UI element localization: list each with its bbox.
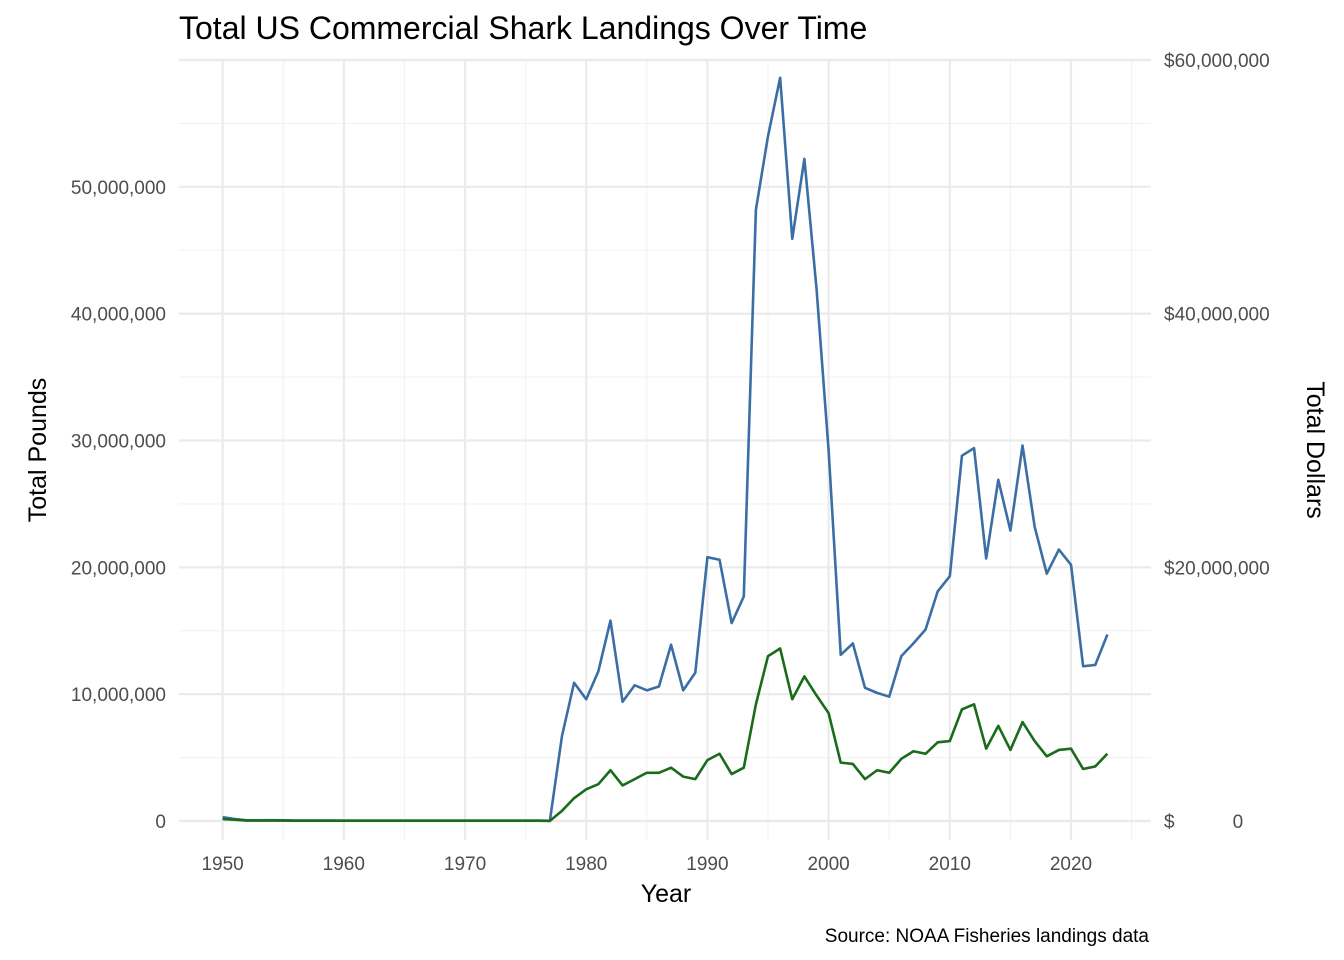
x-tick-label: 1950 (201, 854, 243, 875)
y-axis-title-right: Total Dollars (1301, 381, 1329, 519)
y-axis-right-tick-labels: $ 0 $20,000,000 $40,000,000 $60,000,000 (1164, 51, 1270, 833)
y-tick-label-right: $60,000,000 (1164, 51, 1270, 72)
y-tick-label-left: 0 (155, 812, 166, 833)
x-tick-label: 2020 (1050, 854, 1092, 875)
y-tick-label-left: 20,000,000 (71, 558, 166, 579)
x-tick-label: 2010 (929, 854, 971, 875)
series-line-dollars (222, 647, 1109, 823)
x-tick-label: 1980 (565, 854, 607, 875)
y-tick-label-right: $20,000,000 (1164, 558, 1270, 579)
chart-title: Total US Commercial Shark Landings Over … (179, 10, 867, 46)
y-tick-label-left: 50,000,000 (71, 178, 166, 199)
y-tick-label-right: $ 0 (1164, 812, 1243, 833)
x-tick-label: 1960 (323, 854, 365, 875)
x-axis-title: Year (641, 880, 692, 908)
major-gridlines (179, 58, 1151, 840)
minor-gridlines (179, 60, 1151, 840)
x-tick-label: 1990 (686, 854, 728, 875)
y-tick-label-left: 40,000,000 (71, 305, 166, 326)
y-tick-label-left: 30,000,000 (71, 431, 166, 452)
y-axis-title-left: Total Pounds (24, 378, 52, 523)
chart-caption: Source: NOAA Fisheries landings data (825, 926, 1150, 947)
y-tick-label-right: $40,000,000 (1164, 305, 1270, 326)
y-axis-left-tick-labels: 0 10,000,000 20,000,000 30,000,000 40,000,00… (71, 178, 166, 833)
x-tick-label: 1970 (444, 854, 486, 875)
series-lines (222, 76, 1109, 823)
x-tick-label: 2000 (807, 854, 849, 875)
y-tick-label-left: 10,000,000 (71, 685, 166, 706)
x-axis-tick-labels: 1950 1960 1970 1980 1990 2000 2010 2020 (201, 854, 1092, 875)
